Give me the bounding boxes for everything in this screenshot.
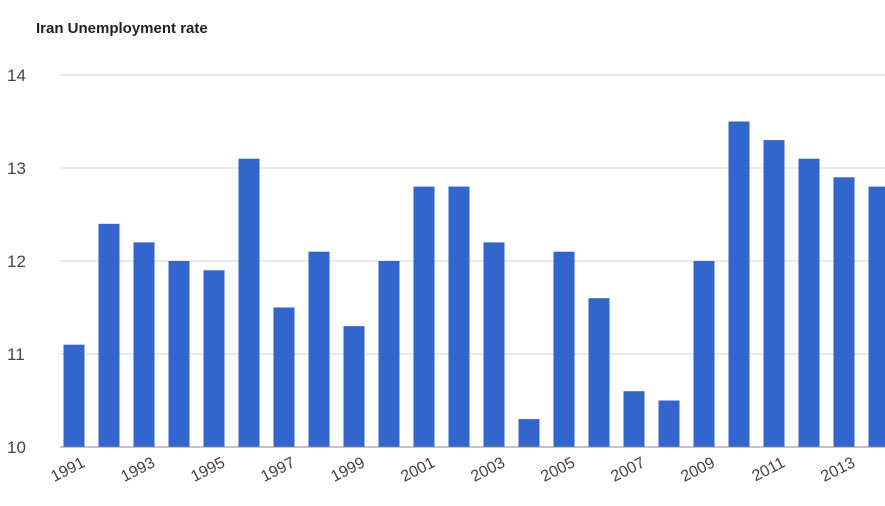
bar-2001 <box>413 186 435 447</box>
bar-1997 <box>273 307 295 447</box>
bar-2014 <box>868 186 885 447</box>
bar-2004 <box>518 419 540 447</box>
y-tick-label: 11 <box>7 345 25 364</box>
bar-1994 <box>168 261 190 447</box>
x-tick-label: 2005 <box>538 454 578 485</box>
x-tick-label: 2013 <box>818 454 858 485</box>
x-tick-label: 2007 <box>608 454 648 485</box>
x-tick-label: 2001 <box>398 454 438 485</box>
bar-1991 <box>63 344 85 447</box>
x-tick-label: 2011 <box>749 454 787 485</box>
x-tick-label: 1999 <box>328 454 368 485</box>
x-tick-label: 2009 <box>678 454 718 485</box>
bar-2011 <box>763 140 785 447</box>
bar-2002 <box>448 186 470 447</box>
x-tick-label: 1993 <box>118 454 158 485</box>
bar-2009 <box>693 261 715 447</box>
bar-2010 <box>728 121 750 447</box>
bar-2008 <box>658 400 680 447</box>
bar-2013 <box>833 177 855 448</box>
x-tick-label: 2003 <box>468 454 508 485</box>
bars <box>63 121 885 448</box>
bar-1995 <box>203 270 225 447</box>
y-tick-label: 10 <box>7 438 26 457</box>
x-tick-label: 1995 <box>188 454 228 485</box>
bar-2000 <box>378 261 400 447</box>
y-axis-ticks: 10 11 12 13 14 <box>7 66 26 457</box>
bar-2005 <box>553 251 575 447</box>
bar-2007 <box>623 391 645 447</box>
bar-2006 <box>588 298 610 447</box>
x-axis-ticks: 1991 1993 1995 1997 1999 2001 2003 2005 2007 2009… <box>48 454 858 485</box>
x-tick-label: 1991 <box>48 454 88 485</box>
bar-2012 <box>798 158 820 447</box>
y-tick-label: 14 <box>7 66 26 85</box>
x-tick-label: 1997 <box>258 454 298 485</box>
bar-1998 <box>308 251 330 447</box>
bar-1992 <box>98 223 120 447</box>
bar-1993 <box>133 242 155 447</box>
bar-1999 <box>343 326 365 447</box>
chart-title: Iran Unemployment rate <box>36 20 208 37</box>
y-tick-label: 13 <box>7 159 26 178</box>
bar-1996 <box>238 158 260 447</box>
bar-2003 <box>483 242 505 447</box>
y-tick-label: 12 <box>7 252 26 271</box>
